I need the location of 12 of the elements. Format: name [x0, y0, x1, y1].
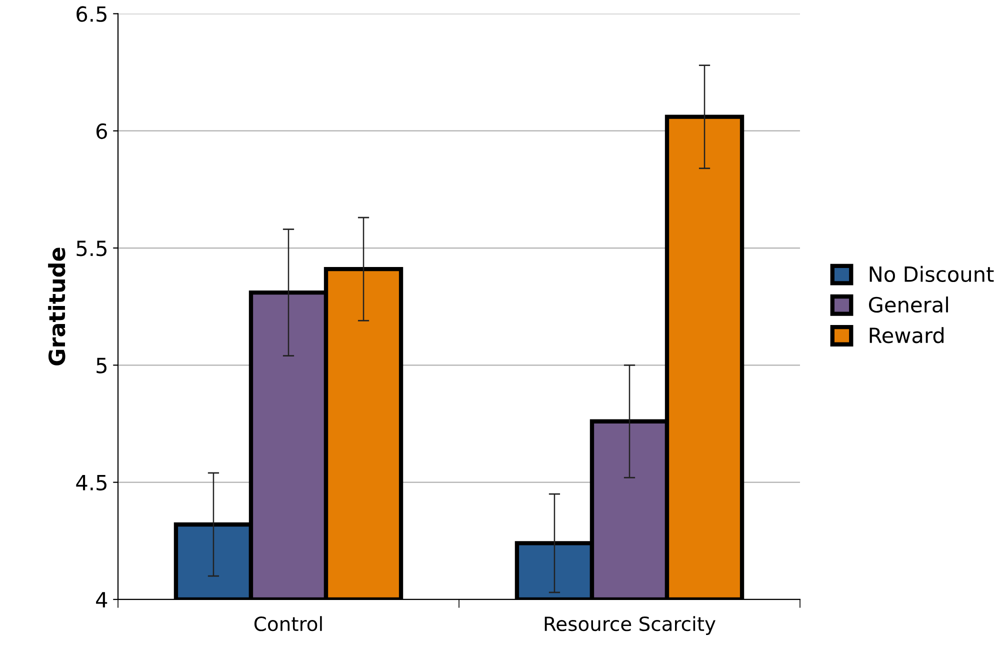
y-tick-label: 5.5 [76, 240, 106, 256]
y-tick-label: 5 [96, 358, 106, 374]
legend-label: Reward [870, 327, 944, 344]
y-tick-label: 4 [96, 592, 108, 608]
y-axis-title: Gratitude [48, 248, 66, 366]
y-tick-label: 4.5 [76, 475, 106, 491]
legend-label: General [868, 296, 948, 313]
x-tick-label: Control [254, 616, 322, 632]
y-tick-label: 6.5 [76, 6, 106, 22]
x-tick-label: Resource Scarcity [544, 616, 716, 635]
y-tick-label: 6 [96, 123, 107, 140]
legend-label: No Discount [870, 266, 994, 282]
